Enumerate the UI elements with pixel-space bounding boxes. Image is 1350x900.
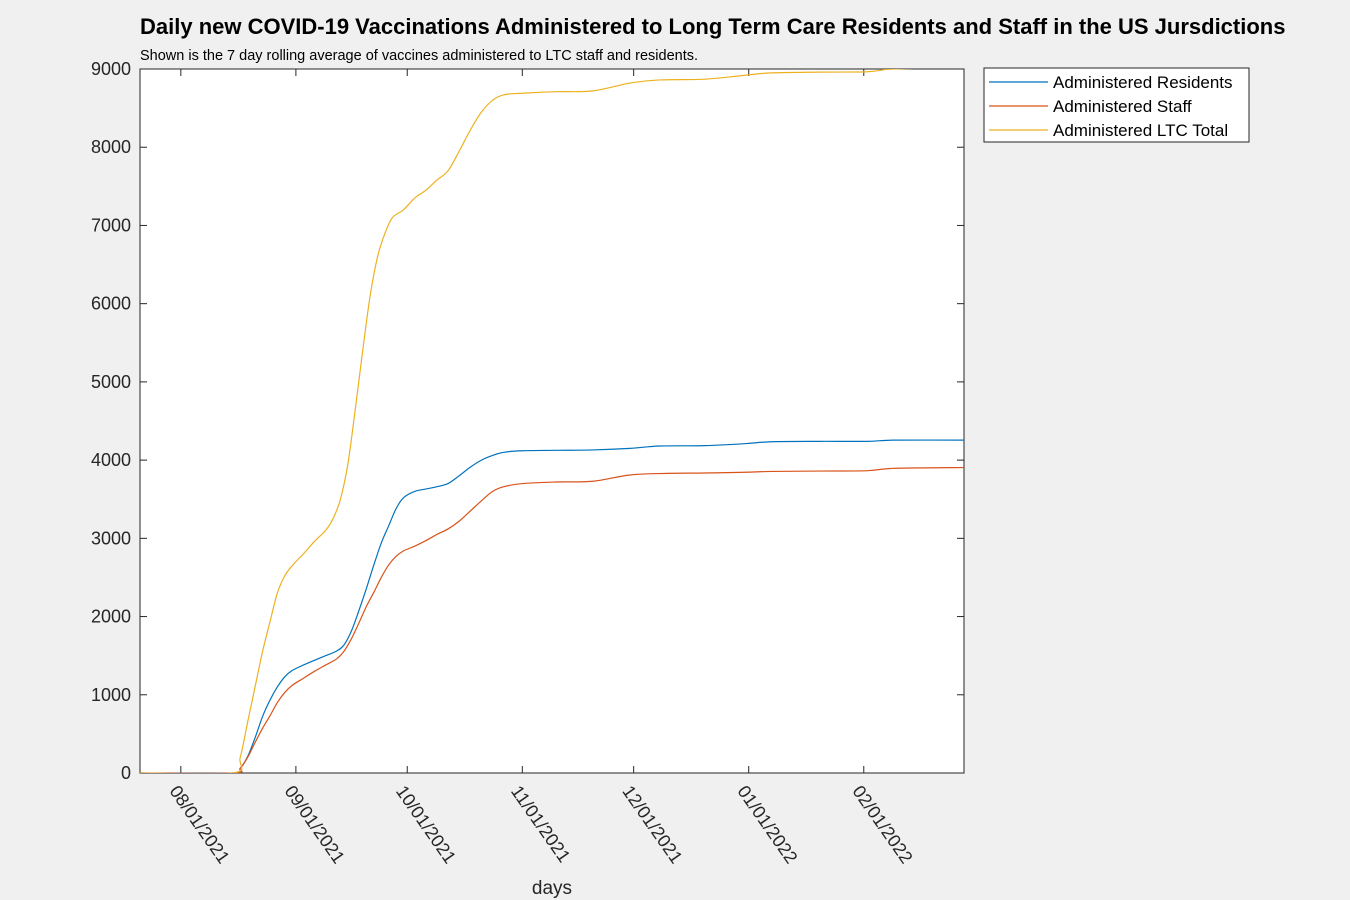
- legend: Administered Residents Administered Staff…: [983, 67, 1250, 143]
- y-tick-label: 3000: [91, 528, 131, 548]
- x-tick-label: 10/01/2021: [392, 782, 460, 867]
- x-tick-label: 01/01/2022: [733, 782, 801, 867]
- x-tick-label: 02/01/2022: [849, 782, 917, 867]
- y-tick-label: 7000: [91, 215, 131, 235]
- series-line-2: [140, 69, 914, 773]
- y-axis: 0 1000 2000 3000 4000 5000 6000 7000 8000 9000: [91, 59, 964, 783]
- x-tick-label: 11/01/2021: [507, 782, 574, 866]
- y-tick-label: 9000: [91, 59, 131, 79]
- chart-title: Daily new COVID-19 Vaccinations Administ…: [140, 14, 1285, 39]
- x-tick-label: 08/01/2021: [166, 782, 234, 867]
- y-tick-label: 1000: [91, 685, 131, 705]
- y-tick-label: 0: [121, 763, 131, 783]
- x-tick-label: 09/01/2021: [281, 782, 349, 867]
- series-line-0: [140, 439, 964, 773]
- series-line-1: [140, 466, 964, 773]
- y-tick-label: 6000: [91, 294, 131, 314]
- legend-entry-0: Administered Residents: [1053, 73, 1233, 92]
- plot-area: [139, 68, 965, 774]
- x-tick-label: 12/01/2021: [618, 782, 686, 867]
- legend-entry-2: Administered LTC Total: [1053, 121, 1228, 140]
- y-tick-label: 8000: [91, 137, 131, 157]
- y-tick-label: 2000: [91, 607, 131, 627]
- y-tick-label: 4000: [91, 450, 131, 470]
- y-tick-label: 5000: [91, 372, 131, 392]
- chart-subtitle: Shown is the 7 day rolling average of va…: [140, 48, 698, 64]
- x-axis-label: days: [532, 878, 572, 899]
- legend-entry-1: Administered Staff: [1053, 97, 1192, 116]
- series-lines: [140, 69, 964, 773]
